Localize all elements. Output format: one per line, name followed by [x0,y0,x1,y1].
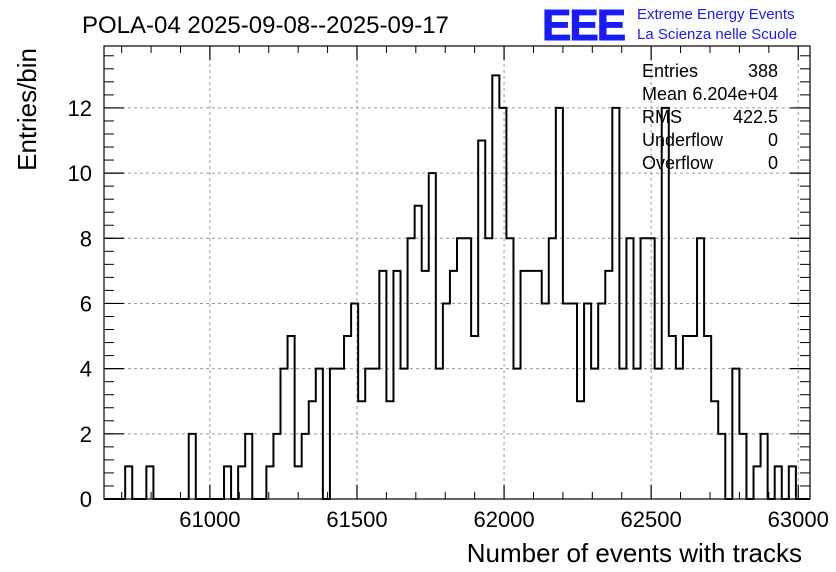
histogram-bin [718,434,725,499]
histogram-bin [528,271,535,499]
histogram-bin [379,271,386,499]
histogram-bin [146,466,153,499]
stats-value-underflow: 0 [768,130,778,150]
y-tick-label: 12 [68,96,92,121]
histogram-bin [358,401,365,499]
histogram-bin [393,271,400,499]
histogram-bin [598,303,605,499]
histogram-bin [288,336,295,499]
grid-lines [104,46,810,499]
histogram-bin [415,206,422,499]
eee-logo-mark: EEE [542,1,625,50]
eee-logo-line2: La Scienza nelle Scuole [637,26,797,43]
y-tick-label: 0 [80,487,92,512]
histogram-bin [245,434,252,499]
axis-ticks [104,46,810,500]
histogram-bin [775,466,782,499]
plot-frame [103,45,811,500]
stats-label-mean: Mean [642,84,687,104]
histogram-bin [273,434,280,499]
x-tick-label: 63000 [768,507,829,532]
histogram-bin [669,336,676,499]
histogram-bin [386,401,393,499]
histogram-bin [189,434,196,499]
histogram-bin [542,303,549,499]
histogram-bin [711,401,718,499]
y-tick-label: 4 [80,357,92,382]
histogram-bin [443,303,450,499]
chart-title: POLA-04 2025-09-08--2025-09-17 [82,12,449,39]
x-tick-label: 62000 [473,507,534,532]
histogram-outline [104,74,810,500]
histogram-bin [429,173,436,499]
stats-value-mean: 6.204e+04 [692,84,778,104]
histogram-bin [570,303,577,499]
histogram-bin [577,401,584,499]
histogram-bin [690,336,697,499]
histogram-bin [450,271,457,499]
stats-label-rms: RMS [642,107,682,127]
stats-value-rms: 422.5 [733,107,778,127]
histogram-bin [224,466,231,499]
y-tick-label: 10 [68,161,92,186]
histogram-bin [761,434,768,499]
histogram-bin [683,336,690,499]
histogram-bin [302,434,309,499]
y-tick-label: 6 [80,291,92,316]
histogram-bin [789,466,796,499]
histogram-bin [584,303,591,499]
y-tick-label: 2 [80,422,92,447]
stats-box: Entries 388 Mean 6.204e+04 RMS 422.5 Und… [642,61,778,173]
x-tick-label: 61500 [326,507,387,532]
histogram-bin [521,271,528,499]
eee-logo: EEE Extreme Energy Events La Scienza nel… [542,1,798,51]
histogram-bin [422,271,429,499]
x-tick-label: 62500 [621,507,682,532]
histogram-bin [471,336,478,499]
tick-labels: 0 2 4 6 8 10 12 61000 61500 62000 62500 63000 [68,96,829,532]
histogram-bin [344,336,351,499]
x-tick-label: 61000 [179,507,240,532]
y-axis-label: Entries/bin [12,48,42,171]
stats-value-entries: 388 [748,61,778,81]
histogram-bin [535,271,542,499]
histogram-bin [266,466,273,499]
histogram-bin [492,75,499,499]
histogram-bin [478,141,485,499]
histogram-bin [563,303,570,499]
histogram-bin [754,466,761,499]
x-axis-label: Number of events with tracks [467,538,802,568]
histogram-bin [739,434,746,499]
stats-label-underflow: Underflow [642,130,724,150]
y-tick-label: 8 [80,226,92,251]
stats-label-entries: Entries [642,61,698,81]
histogram-bin [704,336,711,499]
stats-value-overflow: 0 [768,153,778,173]
histogram-bin [125,466,132,499]
stats-label-overflow: Overflow [642,153,714,173]
histogram-bin [309,401,316,499]
eee-logo-line1: Extreme Energy Events [637,6,795,23]
histogram-bin [605,271,612,499]
